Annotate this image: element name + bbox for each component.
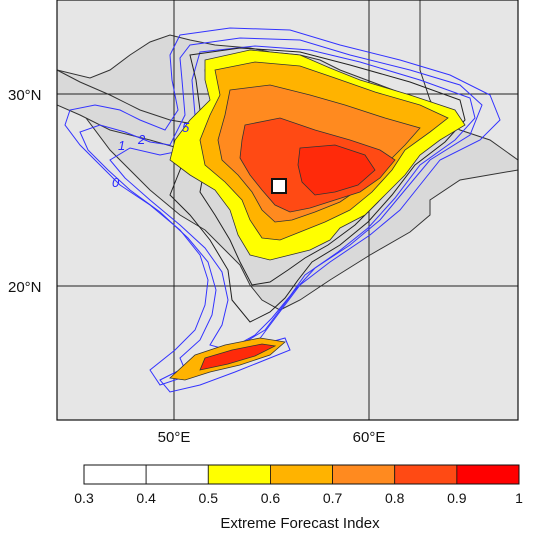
graticule [57,0,518,420]
contour-label-2: 2 [137,132,146,147]
contour-label-1: 1 [118,138,125,153]
map-frame [56,0,519,421]
colorbar-tick-label-3: 0.6 [261,490,281,506]
lat-label-20n: 20°N [8,279,42,296]
colorbar-title: Extreme Forecast Index [220,515,380,532]
colorbar-tick-label-7: 1 [515,490,523,506]
efi-band-0.9 [297,144,376,196]
blue-contour-2 [79,37,483,371]
lon-label-50e: 50°E [158,429,191,446]
black-contour-outer [169,47,466,323]
colorbar-bin-1 [145,464,209,485]
blue-contour-outer [64,27,501,386]
lon-label-60e: 60°E [353,429,386,446]
colorbar-tick-label-0: 0.3 [74,490,94,506]
land-arabia [57,79,518,420]
colorbar-ticks: 0.3 0.4 0.5 0.6 0.7 0.8 0.9 1 [74,490,523,506]
colorbar-tick-label-4: 0.7 [323,490,343,506]
efi-streak-south-inner [199,343,277,371]
colorbar-tick-label-2: 0.5 [199,490,219,506]
lon-tick-labels: 50°E 60°E [158,429,386,446]
colorbar-bin-5 [394,464,458,485]
square-marker [271,178,287,194]
colorbar-bin-2 [207,464,271,485]
colorbar-tick-label-1: 0.4 [136,490,156,506]
colorbar-bins [83,464,520,485]
colorbar-bin-4 [332,464,396,485]
colorbar-frame [83,464,520,485]
contour-label-5: 5 [182,120,190,135]
colorbar: 0.3 0.4 0.5 0.6 0.7 0.8 0.9 1 Extreme Forecast … [74,464,523,532]
contour-label-0: 0 [112,175,120,190]
colorbar-bin-3 [270,464,333,485]
colorbar-tick-label-5: 0.8 [385,490,405,506]
lat-label-30n: 30°N [8,87,42,104]
map-panel: 1 2 5 0 [57,0,518,420]
colorbar-bin-0 [83,464,147,485]
colorbar-tick-label-6: 0.9 [447,490,467,506]
contour-labels: 1 2 5 0 [112,120,190,190]
colorbar-bin-6 [456,464,520,485]
lat-tick-labels: 30°N 20°N [8,87,42,296]
